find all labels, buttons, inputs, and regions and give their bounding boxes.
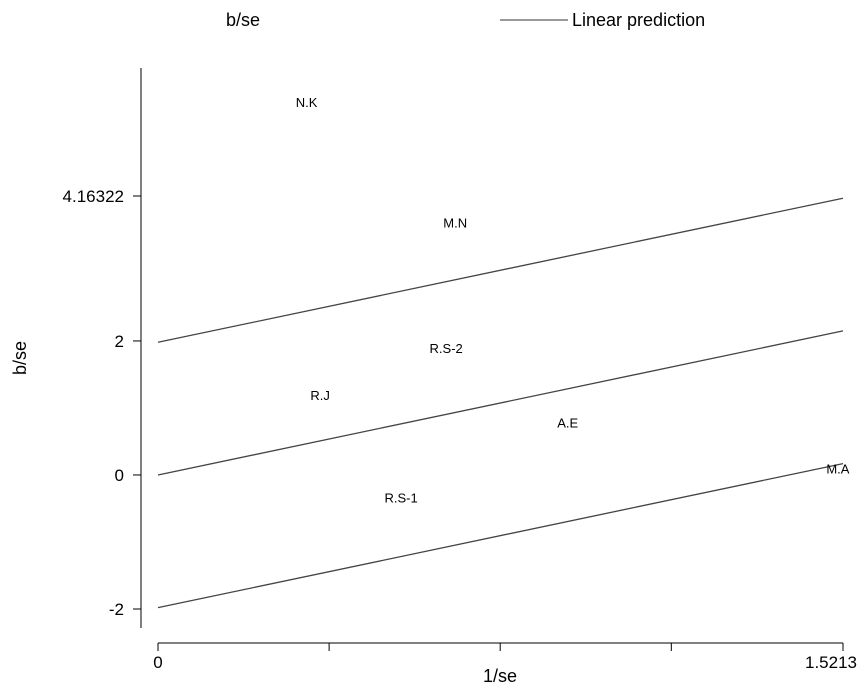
y-tick-label: -2 — [109, 600, 124, 619]
y-ticks: -2 0 2 4.16322 — [63, 187, 141, 619]
y-tick-label: 4.16322 — [63, 187, 124, 206]
legend: b/se Linear prediction — [226, 10, 705, 30]
fit-line-0 — [157, 330, 844, 476]
point-label-m-n: M.N — [443, 216, 467, 231]
point-label-m-a: M.A — [826, 462, 849, 477]
x-axis-title: 1/se — [483, 666, 517, 686]
legend-entry-b-se: b/se — [226, 10, 260, 30]
fit-line-2 — [157, 462, 844, 609]
legend-entry-linear-prediction: Linear prediction — [572, 10, 705, 30]
point-label-n-k: N.K — [296, 95, 318, 110]
y-tick-label: 0 — [115, 466, 124, 485]
y-axis-title: b/se — [10, 341, 30, 375]
x-ticks: 0 1.5213 — [153, 643, 857, 672]
point-label-a-e: A.E — [557, 415, 578, 430]
fit-lines — [157, 197, 844, 609]
y-tick-label: 2 — [115, 332, 124, 351]
fit-line-1 — [157, 197, 844, 343]
point-label-r-s-2: R.S-2 — [430, 341, 463, 356]
x-tick-label: 0 — [153, 653, 162, 672]
study-labels: N.K M.N R.S-2 R.J A.E M.A R.S-1 — [296, 95, 850, 505]
x-tick-label: 1.5213 — [805, 653, 857, 672]
point-label-r-s-1: R.S-1 — [385, 490, 418, 505]
point-label-r-j: R.J — [310, 388, 330, 403]
